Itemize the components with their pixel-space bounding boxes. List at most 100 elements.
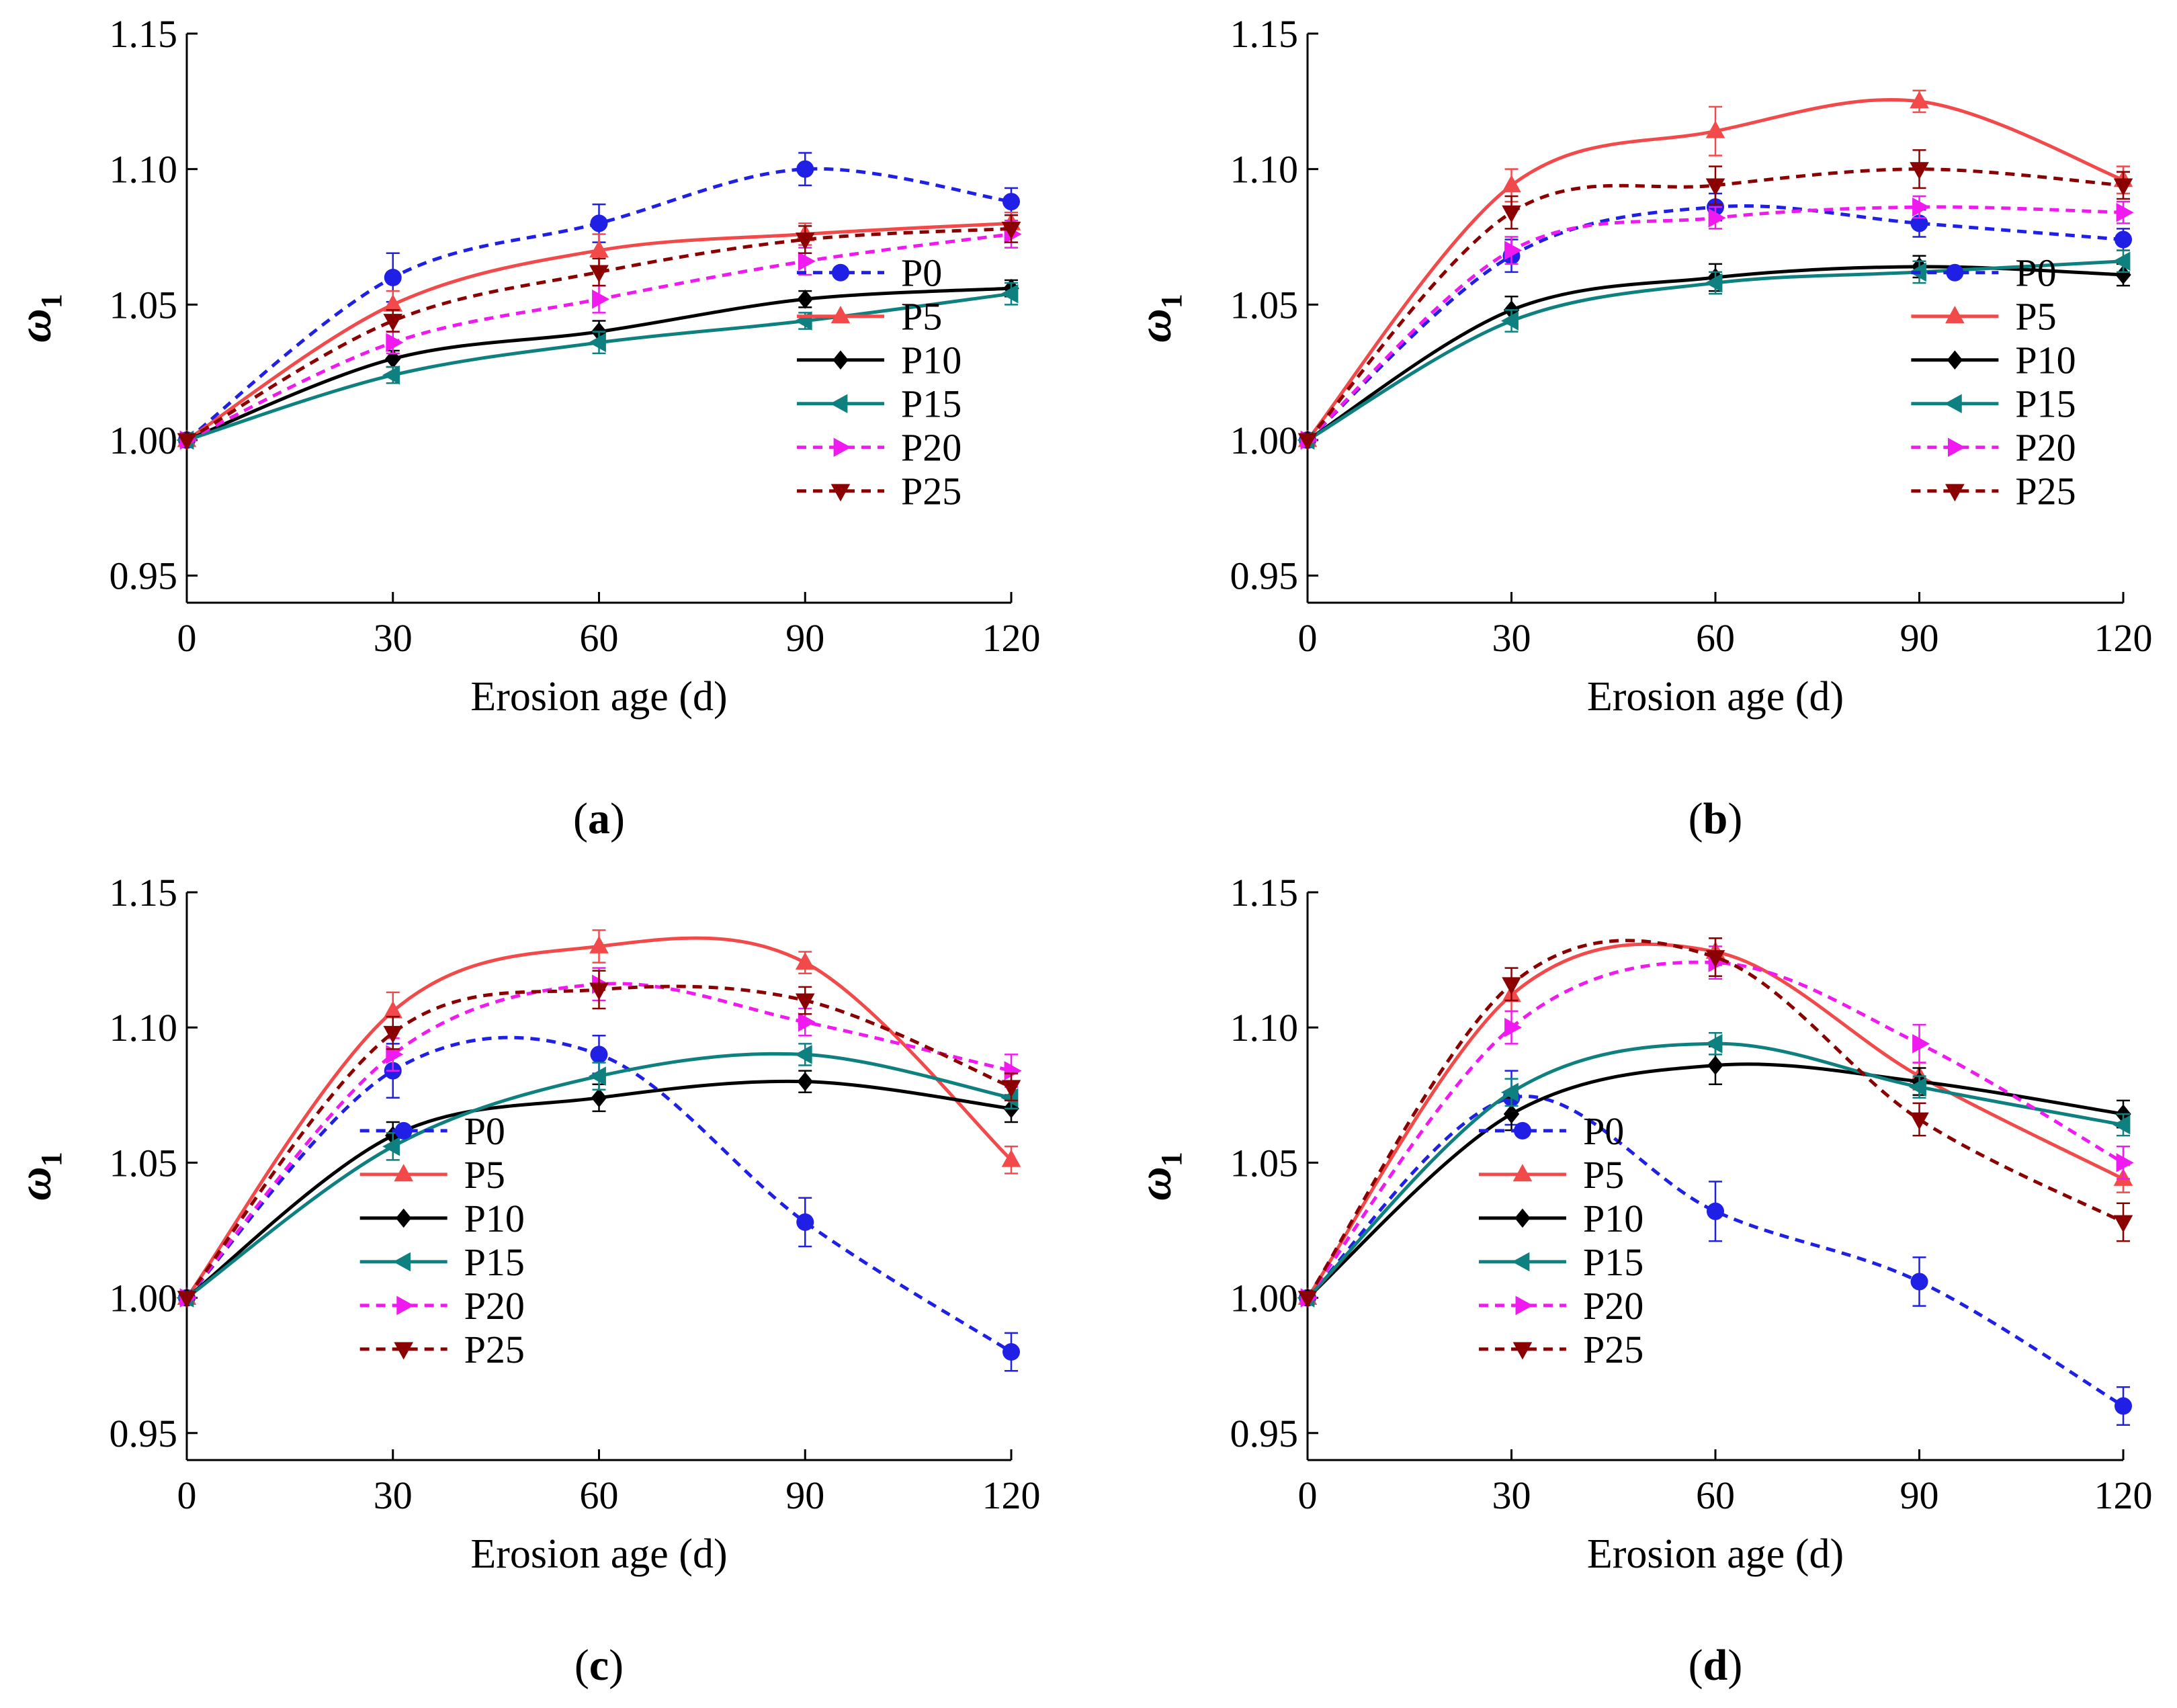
legend-marker (394, 1121, 413, 1140)
y-tick-label: 1.05 (110, 283, 178, 327)
series-line-p0 (1306, 204, 2124, 441)
legend-label: P25 (2015, 470, 2076, 513)
legend-item-p15: P15 (1478, 1240, 1644, 1284)
data-point (798, 251, 816, 271)
data-point (1910, 162, 1929, 180)
legend-label: P10 (2015, 339, 2076, 382)
data-point (589, 240, 609, 258)
y-tick-label: 1.05 (1230, 283, 1299, 327)
legend-item-p25: P25 (796, 470, 962, 513)
legend-item-p0: P0 (1478, 1109, 1624, 1153)
legend-label: P5 (1583, 1153, 1624, 1197)
legend-label: P0 (2015, 251, 2056, 295)
legend-label: P25 (901, 470, 962, 513)
x-tick-label: 90 (1900, 1474, 1939, 1517)
y-tick-label: 0.95 (1230, 1412, 1299, 1455)
legend-marker (1947, 437, 1965, 458)
x-tick-label: 60 (580, 616, 619, 660)
data-point (1908, 1077, 1926, 1097)
legend-marker (395, 1208, 412, 1228)
data-point (1000, 1088, 1019, 1108)
legend-marker (1512, 1252, 1530, 1272)
x-axis-title: Erosion age (d) (470, 674, 727, 720)
chart-panel-d: 0.95 1.00 1.05 1.10 1.15 0 30 60 90 120 Erosion ag… (1129, 871, 2153, 1690)
data-point (796, 1213, 814, 1231)
x-tick-label: 90 (1900, 616, 1939, 660)
data-point (177, 433, 197, 451)
x-tick-label: 30 (374, 616, 413, 660)
legend-marker (393, 1252, 411, 1272)
x-tick-label: 0 (177, 616, 197, 660)
series-line-p25 (185, 984, 1012, 1299)
data-point (1001, 1149, 1021, 1167)
y-tick-label: 0.95 (110, 554, 178, 598)
data-point (1504, 241, 1523, 260)
y-tick-label: 1.10 (1230, 148, 1299, 191)
panel-letter: c (589, 1641, 609, 1690)
series-p0 (1299, 1070, 2132, 1426)
legend-label: P0 (464, 1109, 505, 1153)
panel-letter: d (1703, 1641, 1728, 1690)
y-axis-title: ω1 (9, 294, 68, 343)
legend-label: P0 (1583, 1109, 1624, 1153)
legend-item-p15: P15 (796, 382, 962, 426)
data-point (2112, 1115, 2131, 1135)
legend-label: P20 (2015, 426, 2076, 470)
y-axis-symbol: ω (1129, 308, 1181, 343)
data-point (1910, 1112, 1929, 1130)
data-point (2115, 265, 2131, 285)
data-point (795, 993, 815, 1011)
series-line-p0 (1306, 1095, 2125, 1408)
y-axis-subscript: 1 (1155, 294, 1188, 308)
y-tick-label: 1.05 (110, 1141, 178, 1185)
data-point (794, 1045, 812, 1064)
data-point (1297, 1291, 1318, 1309)
series-p20 (1300, 945, 2134, 1308)
legend-marker (1944, 394, 1962, 414)
y-tick-label: 1.15 (1230, 12, 1299, 56)
x-tick-label: 0 (177, 1474, 197, 1517)
data-point (1504, 1017, 1523, 1037)
legend-marker (396, 1295, 415, 1316)
data-point (177, 1291, 197, 1309)
data-point (1705, 950, 1725, 968)
x-tick-label: 30 (1492, 1474, 1531, 1517)
data-point (383, 1025, 403, 1043)
data-point (592, 289, 610, 309)
data-point (1502, 205, 1521, 223)
series-line-p20 (1306, 960, 2125, 1299)
x-tick-label: 60 (1696, 616, 1735, 660)
legend-item-p15: P15 (359, 1240, 525, 1284)
series-p5 (1297, 937, 2133, 1305)
legend-label: P25 (464, 1328, 525, 1371)
x-tick-label: 60 (1696, 1474, 1735, 1517)
x-tick-label: 120 (982, 1474, 1041, 1517)
series-p15 (1297, 1031, 2131, 1308)
data-point (1708, 208, 1726, 228)
legend-marker (1947, 350, 1963, 370)
series-line-p5 (185, 936, 1013, 1299)
data-point (591, 1088, 607, 1108)
y-axis-title: ω1 (9, 1152, 68, 1201)
data-point (2113, 178, 2133, 196)
series-p25 (1297, 937, 2133, 1309)
legend-marker (1514, 1208, 1531, 1228)
x-tick-label: 90 (785, 1474, 824, 1517)
data-point (1004, 1061, 1022, 1080)
legend-label: P15 (1583, 1240, 1644, 1284)
y-tick-label: 1.05 (1230, 1141, 1299, 1185)
legend-item-p20: P20 (359, 1284, 525, 1328)
legend-item-p20: P20 (1478, 1284, 1644, 1328)
data-point (798, 1012, 816, 1032)
legend-label: P10 (1583, 1197, 1644, 1240)
x-tick-label: 120 (982, 616, 1041, 660)
legend-item-p15: P15 (1911, 382, 2076, 426)
x-tick-label: 0 (1298, 1474, 1318, 1517)
series-line-p20 (1306, 205, 2124, 441)
data-point (1705, 120, 1725, 138)
y-tick-label: 1.10 (1230, 1006, 1299, 1050)
data-point (590, 1045, 608, 1064)
